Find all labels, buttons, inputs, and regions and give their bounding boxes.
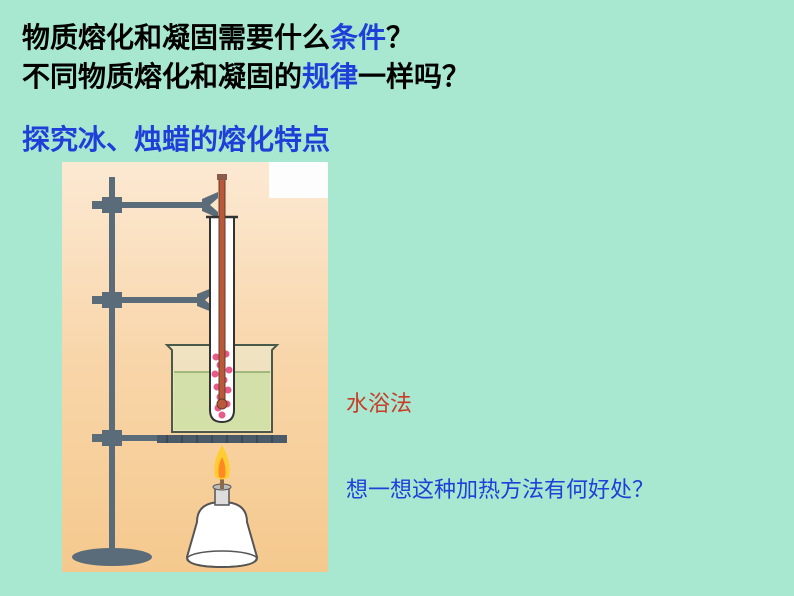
experiment-diagram (62, 162, 328, 572)
question-line-1: 物质熔化和凝固需要什么条件？ (22, 18, 470, 57)
clamp-top-screw (92, 201, 102, 209)
q2-text-2: 一样吗？ (358, 61, 470, 92)
apparatus-svg (62, 162, 328, 572)
thermometer-bulb (217, 399, 227, 409)
benefit-question: 想一想这种加热方法有何好处？ (346, 472, 654, 504)
thermometer-top (217, 174, 227, 180)
thermometer-tube (219, 177, 225, 402)
stand-rod (109, 177, 115, 557)
burner-body (187, 502, 257, 567)
clamp-top-jaw (202, 192, 218, 218)
water-bath-label: 水浴法 (346, 386, 412, 418)
subtitle: 探究冰、烛蜡的熔化特点 (22, 118, 330, 158)
clamp-ring-holder (102, 430, 122, 446)
clamp-mid-screw (92, 296, 102, 304)
q1-highlight: 条件 (330, 22, 386, 53)
q2-highlight: 规律 (302, 61, 358, 92)
clamp-top-holder (102, 197, 122, 213)
clamp-mid-arm (122, 297, 197, 303)
clamp-top-arm (122, 202, 202, 208)
question-block: 物质熔化和凝固需要什么条件？ 不同物质熔化和凝固的规律一样吗？ (22, 18, 470, 96)
q1-text-2: ？ (386, 22, 414, 53)
clamp-mid-holder (102, 292, 122, 308)
clamp-ring-screw (92, 434, 102, 442)
q2-text-1: 不同物质熔化和凝固的 (22, 61, 302, 92)
white-corner-patch (269, 162, 328, 198)
wire-gauze (157, 435, 287, 443)
q1-text-1: 物质熔化和凝固需要什么 (22, 22, 330, 53)
question-line-2: 不同物质熔化和凝固的规律一样吗？ (22, 57, 470, 96)
